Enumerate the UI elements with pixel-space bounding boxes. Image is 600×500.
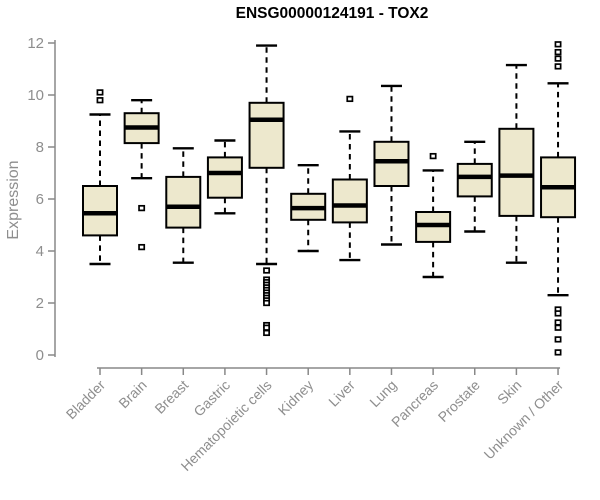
x-tick-label-bladder: Bladder <box>63 377 109 423</box>
x-tick-label-liver: Liver <box>325 377 358 410</box>
outlier-unknown-other <box>554 41 562 48</box>
x-tick-label-kidney: Kidney <box>275 377 317 419</box>
outlier-hematopoietic-cells <box>263 267 271 274</box>
outlier-brain <box>138 243 146 251</box>
outlier-pancreas <box>429 152 437 160</box>
outlier-unknown-other <box>554 48 562 56</box>
outlier-hematopoietic-cells <box>263 324 271 331</box>
outlier-liver <box>346 95 354 103</box>
outlier-unknown-other <box>554 336 562 343</box>
y-tick-label: 0 <box>36 347 44 364</box>
y-tick-label: 8 <box>36 139 44 156</box>
outlier-unknown-other <box>554 310 562 317</box>
x-tick-label-brain: Brain <box>115 377 149 411</box>
x-tick-label-breast: Breast <box>151 377 191 417</box>
x-tick-label-unknown-other: Unknown / Other <box>481 377 567 463</box>
y-tick-label: 10 <box>27 87 44 104</box>
outlier-unknown-other <box>554 319 562 326</box>
x-tick-label-skin: Skin <box>494 377 525 408</box>
box-bladder <box>82 185 118 237</box>
box-prostate <box>456 162 493 198</box>
box-gastric <box>206 156 243 199</box>
y-tick-label: 6 <box>36 191 44 208</box>
x-tick-label-lung: Lung <box>366 377 399 410</box>
outlier-brain <box>138 204 146 212</box>
outlier-hematopoietic-cells <box>263 329 271 337</box>
box-breast <box>165 175 202 229</box>
box-hematopoietic-cells <box>248 101 285 169</box>
box-lung <box>373 140 410 188</box>
outlier-unknown-other <box>554 63 562 70</box>
y-tick-label: 12 <box>27 35 44 52</box>
y-tick-label: 2 <box>36 295 44 312</box>
box-liver <box>331 178 368 224</box>
outlier-unknown-other <box>554 324 562 331</box>
x-tick-label-prostate: Prostate <box>435 377 483 425</box>
outlier-unknown-other <box>554 349 562 356</box>
y-axis-label: Expression <box>5 160 22 240</box>
box-skin <box>498 127 535 217</box>
chart-title: ENSG00000124191 - TOX2 <box>235 5 429 22</box>
y-tick-label: 4 <box>36 243 44 260</box>
outlier-bladder <box>96 97 104 104</box>
outlier-hematopoietic-cells <box>263 299 271 307</box>
outlier-unknown-other <box>554 55 562 62</box>
outlier-bladder <box>96 89 104 96</box>
